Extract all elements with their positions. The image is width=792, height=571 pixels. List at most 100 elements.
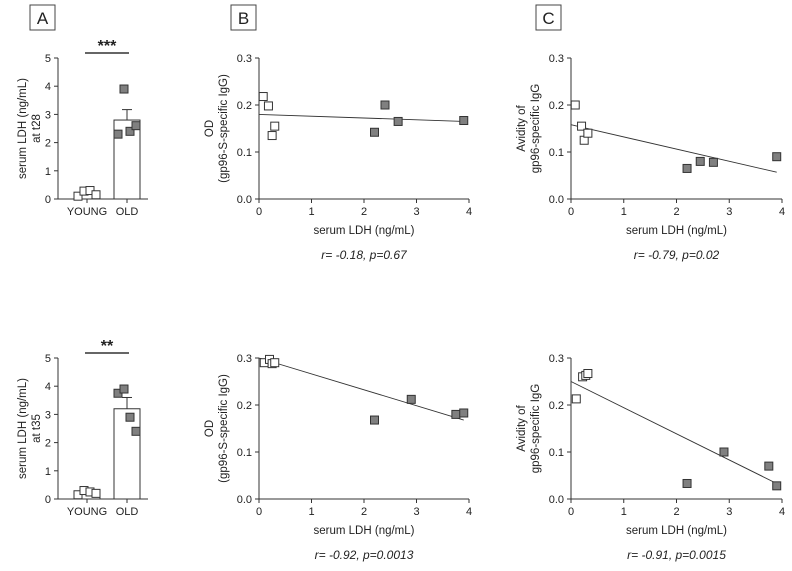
y-axis-label: serum LDH (ng/mL) (17, 78, 29, 179)
y-tick-label: 5 (45, 353, 51, 365)
regression-line (570, 381, 777, 484)
x-tick-label: 4 (779, 506, 785, 518)
y-tick-label: 0.1 (549, 147, 564, 159)
data-point-old (459, 408, 469, 418)
data-point-old (113, 129, 123, 139)
data-point-old (131, 121, 141, 131)
data-point-old (764, 461, 774, 471)
y-tick-label: 0.2 (237, 100, 252, 112)
x-tick-label: 3 (726, 506, 732, 518)
y-axis-label: at t35 (31, 414, 43, 443)
data-point-old (370, 127, 379, 137)
x-tick-label: 3 (413, 206, 419, 218)
correlation-stat: r= -0.91, p=0.0015 (627, 548, 726, 562)
data-point-old (393, 116, 403, 126)
y-axis-label: serum LDH (ng/mL) (17, 378, 29, 479)
data-point-old (682, 163, 692, 173)
x-axis-label: serum LDH (ng/mL) (626, 225, 727, 237)
panel-b-box (230, 4, 257, 31)
y-tick-label: 4 (45, 381, 51, 393)
y-tick-label: 0.2 (549, 400, 564, 412)
data-point-old (451, 409, 461, 419)
panel-b-letter: B (238, 9, 249, 28)
x-tick-label: 2 (361, 506, 367, 518)
data-point-young (267, 131, 277, 141)
regression-line (258, 357, 464, 421)
y-tick-label: 3 (45, 109, 51, 121)
data-point-young (91, 190, 101, 200)
chart-ldh-t35: 0 1 2 3 4 5 serum LDH (ng/mL) at t35 YOUNG OLD ** (17, 338, 148, 518)
data-point-old (370, 415, 379, 425)
y-tick-label: 0 (45, 194, 51, 206)
y-tick-label: 0.1 (237, 147, 252, 159)
y-axis-label: Avidity of (516, 404, 528, 451)
x-tick-label: 0 (256, 506, 262, 518)
data-point-young (571, 394, 581, 404)
data-point-old (125, 412, 135, 422)
data-point-old (119, 84, 129, 94)
y-axis-label: gp96-specific IgG (530, 84, 542, 174)
data-point-old (459, 116, 469, 126)
y-tick-label: 2 (45, 138, 51, 150)
y-tick-label: 0.2 (549, 100, 564, 112)
data-point-young (583, 369, 593, 379)
y-tick-label: 0.2 (237, 400, 252, 412)
x-tick-label: 2 (361, 206, 367, 218)
x-tick-label: 1 (621, 506, 627, 518)
y-tick-label: 0.0 (237, 494, 252, 506)
y-tick-label: 4 (45, 81, 51, 93)
x-tick-label: 4 (466, 206, 472, 218)
y-axis-label: (gp96-S-specific IgG) (218, 74, 230, 183)
x-tick-label: 0 (568, 506, 574, 518)
chart-od-vs-ldh-t35: 0.0 0.1 0.2 0.3 OD (gp96-S-specific IgG) 0 1 2 3 4… (204, 353, 472, 562)
regression-line (570, 124, 777, 173)
chart-avidity-vs-ldh-t28: 0.0 0.1 0.2 0.3 Avidity of gp96-specific IgG 0… (516, 53, 785, 262)
x-category-label: OLD (116, 506, 139, 518)
x-tick-label: 4 (466, 506, 472, 518)
y-tick-label: 1 (45, 166, 51, 178)
x-tick-label: 1 (308, 206, 314, 218)
y-axis-label: gp96-specific IgG (530, 384, 542, 474)
y-tick-label: 0 (45, 494, 51, 506)
x-axis-label: serum LDH (ng/mL) (314, 525, 415, 537)
correlation-stat: r= -0.79, p=0.02 (634, 248, 720, 262)
data-point-old (772, 152, 782, 162)
correlation-stat: r= -0.92, p=0.0013 (315, 548, 414, 562)
x-category-label: OLD (116, 206, 139, 218)
correlation-stat: r= -0.18, p=0.67 (321, 248, 408, 262)
data-point-young (577, 121, 587, 131)
y-tick-label: 5 (45, 53, 51, 65)
x-tick-label: 2 (673, 206, 679, 218)
x-tick-label: 2 (673, 506, 679, 518)
chart-avidity-vs-ldh-t35: 0.0 0.1 0.2 0.3 Avidity of gp96-specific IgG 0… (516, 353, 785, 562)
y-tick-label: 0.1 (237, 447, 252, 459)
y-axis-label: at t28 (31, 114, 43, 143)
panel-c-letter: C (542, 9, 554, 28)
data-point-old (125, 126, 135, 136)
data-point-old (682, 478, 692, 488)
data-point-young (270, 358, 280, 368)
significance-stars: ** (101, 338, 114, 355)
data-point-old (719, 447, 729, 457)
panel-a-letter: A (37, 9, 49, 28)
data-point-young (263, 101, 273, 111)
data-point-old (406, 394, 416, 404)
data-point-young (258, 92, 268, 102)
y-tick-label: 0.3 (549, 53, 564, 65)
data-point-young (570, 100, 580, 110)
x-tick-label: 0 (568, 206, 574, 218)
x-axis-label: serum LDH (ng/mL) (314, 225, 415, 237)
y-tick-label: 0.3 (237, 53, 252, 65)
x-category-label: YOUNG (67, 206, 107, 218)
y-tick-label: 1 (45, 466, 51, 478)
data-point-old (131, 426, 141, 436)
panel-c-box (535, 4, 562, 31)
regression-line (258, 113, 464, 122)
data-point-young (73, 191, 83, 201)
significance-stars: *** (98, 38, 117, 55)
y-tick-label: 2 (45, 438, 51, 450)
x-tick-label: 0 (256, 206, 262, 218)
data-point-young (91, 488, 101, 498)
y-axis-label: Avidity of (516, 104, 528, 151)
